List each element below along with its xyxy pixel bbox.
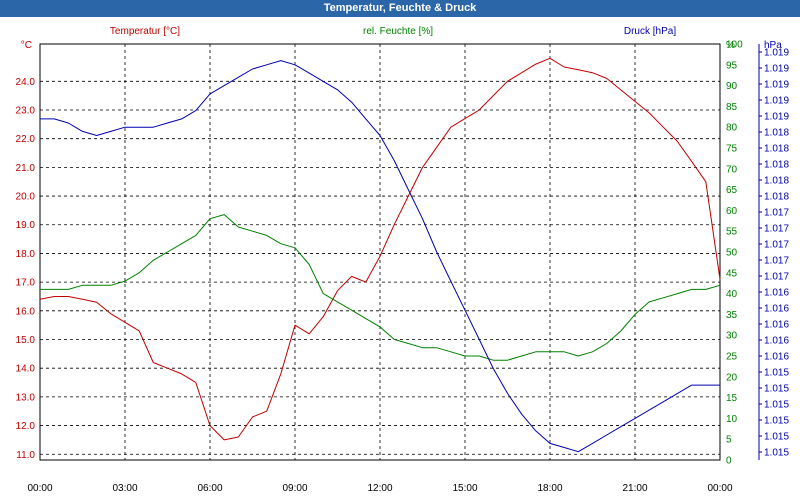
humidity-axis-title: rel. Feuchte [%]: [363, 26, 433, 37]
temperature-tick-label: 20.0: [16, 192, 36, 203]
temperature-line: [39, 57, 721, 441]
humidity-tick-label: 35: [726, 310, 738, 321]
time-tick-label: 00:00: [707, 483, 732, 494]
time-axis: 00:0020.04.1903:0020.04.1906:0020.04.190…: [27, 483, 732, 494]
pressure-tick-label: 1.019: [764, 48, 789, 59]
pressure-tick-label: 1.016: [764, 304, 789, 315]
time-tick-label: 15:00: [452, 483, 477, 494]
temperature-tick-label: 18.0: [16, 249, 36, 260]
temperature-tick-label: 22.0: [16, 134, 36, 145]
humidity-tick-label: 60: [726, 206, 738, 217]
time-tick-label: 21:00: [622, 483, 647, 494]
time-tick-label: 12:00: [367, 483, 392, 494]
temperature-tick-label: 11.0: [16, 450, 35, 461]
time-tick-label: 18:00: [537, 483, 562, 494]
pressure-tick-label: 1.015: [764, 368, 789, 379]
chart: Temperatur [°C] rel. Feuchte [%] Druck […: [16, 26, 790, 494]
pressure-tick-label: 1.016: [764, 320, 789, 331]
humidity-line: [40, 214, 721, 361]
header-labels: Temperatur [°C] rel. Feuchte [%] Druck […: [21, 26, 782, 51]
pressure-tick-label: 1.017: [764, 208, 789, 219]
humidity-tick-label: 25: [726, 352, 738, 363]
temperature-axis-title: Temperatur [°C]: [110, 26, 180, 37]
humidity-tick-label: 70: [726, 164, 738, 175]
temperature-tick-label: 16.0: [16, 306, 36, 317]
pressure-tick-label: 1.019: [764, 112, 789, 123]
temperature-tick-label: 14.0: [16, 364, 36, 375]
humidity-tick-label: 95: [726, 60, 738, 71]
humidity-tick-label: 65: [726, 185, 738, 196]
pressure-tick-label: 1.015: [764, 432, 789, 443]
time-tick-label: 00:00: [27, 483, 52, 494]
pressure-tick-label: 1.019: [764, 96, 789, 107]
pressure-line: [40, 60, 720, 453]
pressure-axis: 1.015 1.015 1.015 1.015 1.015 1.015 1.016 1.016…: [759, 48, 789, 459]
pressure-tick-label: 1.017: [764, 272, 789, 283]
humidity-tick-label: 10: [726, 414, 738, 425]
temperature-tick-label: 15.0: [16, 335, 36, 346]
pressure-tick-label: 1.018: [764, 192, 789, 203]
temperature-tick-label: 19.0: [16, 220, 36, 231]
plot-background: [39, 43, 721, 461]
humidity-tick-label: 90: [726, 81, 738, 92]
temperature-tick-label: 13.0: [16, 392, 36, 403]
humidity-tick-label: 55: [726, 227, 738, 238]
pressure-tick-label: 1.017: [764, 240, 789, 251]
temperature-tick-label: 12.0: [16, 421, 36, 432]
pressure-axis-title: Druck [hPa]: [624, 26, 676, 37]
temperature-axis: 11.0 12.0 13.0 14.0 15.0 16.0 17.0 18.0 19.0 20.0…: [16, 77, 36, 461]
pressure-tick-label: 1.018: [764, 176, 789, 187]
humidity-tick-label: 5: [726, 435, 732, 446]
series-lines: [39, 57, 721, 453]
humidity-tick-label: 50: [726, 248, 738, 259]
pressure-tick-label: 1.017: [764, 224, 789, 235]
humidity-axis: 0 5 10 15 20 25 30 35 40 45 50 55 60 65 70 75 80 85 90 95 10…: [726, 40, 743, 467]
pressure-unit-label: hPa: [764, 40, 782, 51]
pressure-tick-label: 1.016: [764, 352, 789, 363]
humidity-tick-label: 40: [726, 289, 738, 300]
humidity-tick-label: 85: [726, 102, 738, 113]
pressure-tick-label: 1.018: [764, 128, 789, 139]
humidity-tick-label: 15: [726, 393, 738, 404]
pressure-tick-label: 1.016: [764, 336, 789, 347]
temperature-unit-label: °C: [21, 40, 32, 51]
time-tick-label: 06:00: [197, 483, 222, 494]
pressure-tick-label: 1.016: [764, 288, 789, 299]
pressure-tick-label: 1.015: [764, 384, 789, 395]
pressure-tick-label: 1.015: [764, 448, 789, 459]
temperature-tick-label: 23.0: [16, 105, 36, 116]
humidity-tick-label: 0: [726, 456, 732, 467]
window-title: Temperatur, Feuchte & Druck: [0, 0, 800, 17]
pressure-tick-label: 1.015: [764, 400, 789, 411]
pressure-tick-label: 1.019: [764, 64, 789, 75]
pressure-tick-label: 1.017: [764, 256, 789, 267]
temperature-tick-label: 17.0: [16, 278, 36, 289]
time-tick-label: 03:00: [112, 483, 137, 494]
temperature-tick-label: 21.0: [16, 163, 36, 174]
temperature-tick-label: 24.0: [16, 77, 36, 88]
humidity-tick-label: 45: [726, 268, 738, 279]
humidity-tick-label: 100: [726, 40, 743, 51]
pressure-tick-label: 1.018: [764, 144, 789, 155]
pressure-tick-label: 1.018: [764, 160, 789, 171]
humidity-unit-label: %: [726, 40, 735, 51]
humidity-tick-label: 75: [726, 144, 738, 155]
humidity-tick-label: 20: [726, 372, 738, 383]
humidity-tick-label: 30: [726, 331, 738, 342]
pressure-tick-label: 1.015: [764, 416, 789, 427]
time-tick-label: 09:00: [282, 483, 307, 494]
humidity-tick-label: 80: [726, 123, 738, 134]
pressure-tick-label: 1.019: [764, 80, 789, 91]
plot-area: [39, 43, 721, 461]
gridlines: [40, 44, 720, 460]
